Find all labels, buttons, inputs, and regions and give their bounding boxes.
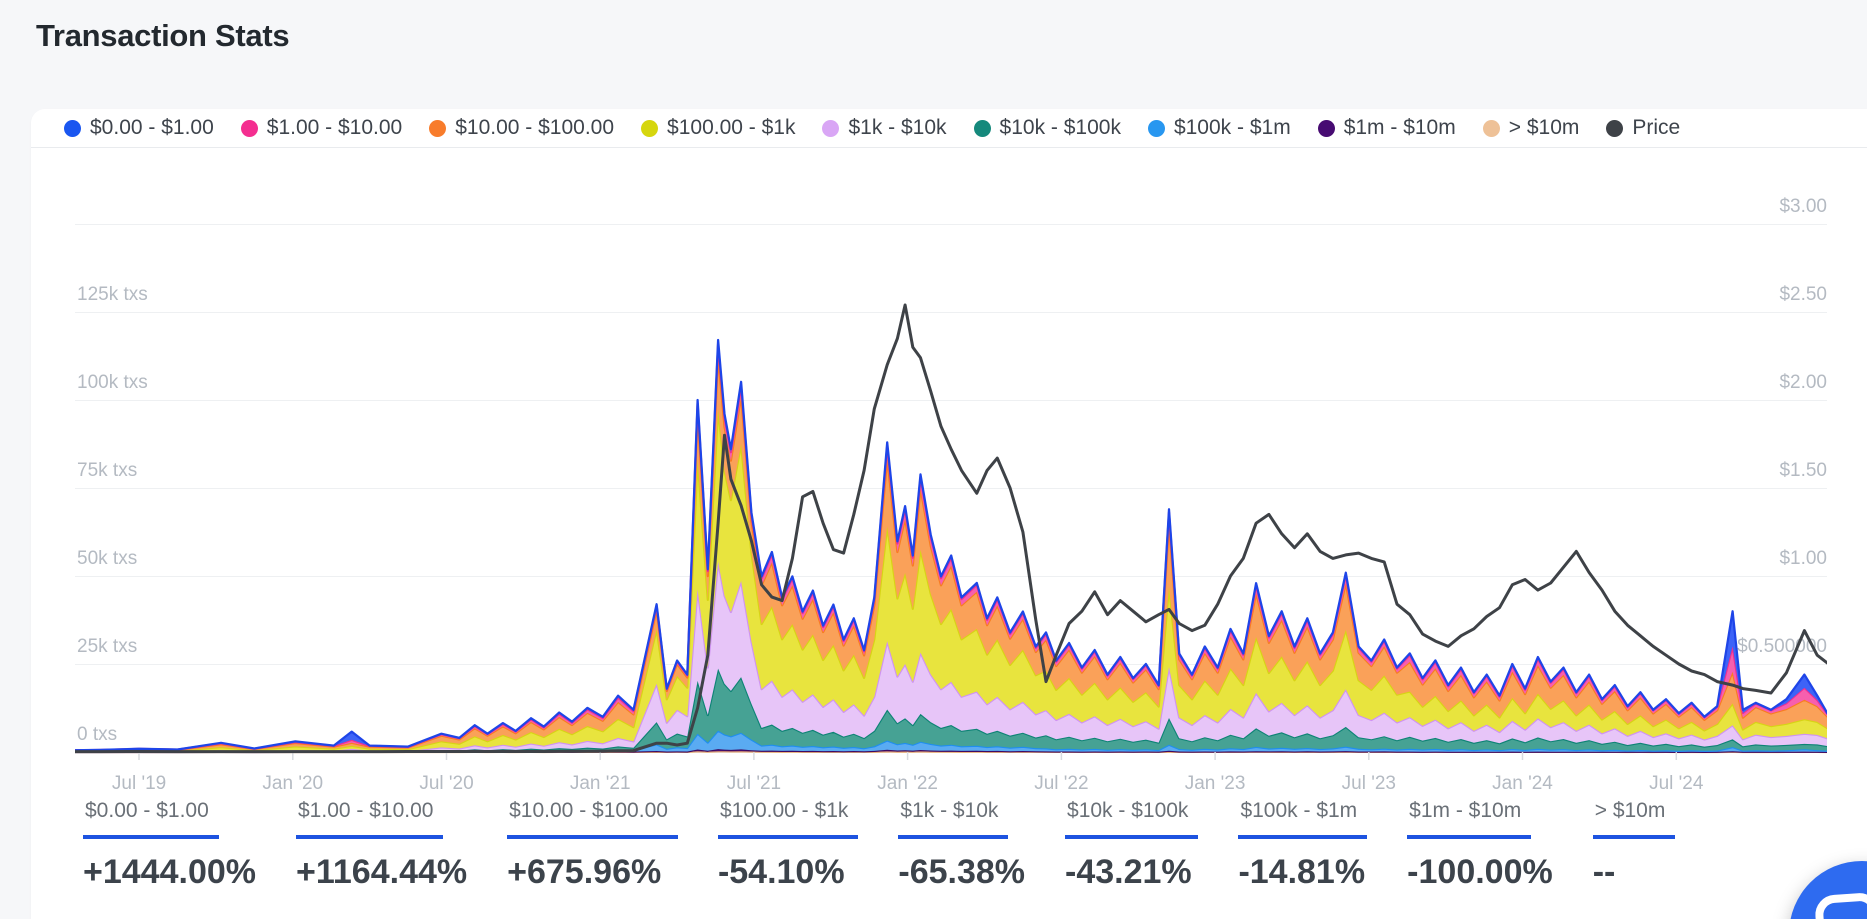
stat-value: +1164.44% <box>296 853 468 891</box>
legend-item-label: $1k - $10k <box>848 116 947 139</box>
x-axis-label: Jul '23 <box>1341 773 1396 794</box>
y-left-label: 100k txs <box>77 372 148 393</box>
legend-item-100-00-1k[interactable]: $100.00 - $1k <box>641 116 795 140</box>
legend-item-100k-1m[interactable]: $100k - $1m <box>1147 116 1291 140</box>
legend-item-1m-10m[interactable]: $1m - $10m <box>1317 116 1456 140</box>
area-edge-0-1 <box>75 338 1827 752</box>
x-axis-label: Jul '21 <box>726 773 782 794</box>
legend-item-label: $10.00 - $100.00 <box>455 116 615 139</box>
stat-1m-10m[interactable]: $1m - $10m -100.00% <box>1407 799 1553 892</box>
legend-dot-icon <box>1147 119 1165 137</box>
stat-1k-10k[interactable]: $1k - $10k -65.38% <box>898 799 1025 892</box>
stat-value: -65.38% <box>898 853 1026 891</box>
stat-10k-100k[interactable]: $10k - $100k -43.21% <box>1065 799 1199 892</box>
legend-dot-icon <box>641 119 659 137</box>
stat-label: $10.00 - $100.00 <box>507 799 678 839</box>
legend-item-label: $1.00 - $10.00 <box>266 116 403 139</box>
legend-item-1-00-10-00[interactable]: $1.00 - $10.00 <box>240 116 403 140</box>
legend-item-price[interactable]: Price <box>1606 116 1680 140</box>
x-axis-label: Jan '24 <box>1492 773 1553 794</box>
x-axis-label: Jul '24 <box>1649 773 1704 794</box>
stat-label: $100.00 - $1k <box>717 799 859 839</box>
y-left-label: 25k txs <box>77 636 138 657</box>
stat-100-00-1k[interactable]: $100.00 - $1k -54.10% <box>717 799 859 892</box>
stat-label: $1k - $10k <box>898 799 1009 839</box>
x-axis-label: Jul '22 <box>1034 773 1089 794</box>
legend-item-label: $0.00 - $1.00 <box>90 116 214 139</box>
y-right-label: $0.500000 <box>1737 636 1827 657</box>
chart-card: $0.00 - $1.00 $1.00 - $10.00 $10.00 - $100… <box>31 109 1867 919</box>
legend-dot-icon <box>240 119 258 137</box>
legend-dot-icon <box>1482 119 1500 137</box>
stat-1-00-10-00[interactable]: $1.00 - $10.00 +1164.44% <box>296 799 467 892</box>
legend-item-0-00-1-00[interactable]: $0.00 - $1.00 <box>64 116 214 140</box>
area-1k-10k <box>75 561 1827 752</box>
chart-legend: $0.00 - $1.00 $1.00 - $10.00 $10.00 - $100… <box>31 109 1867 147</box>
legend-dot-icon <box>1606 119 1624 137</box>
stacked-area-plot[interactable] <box>75 188 1827 768</box>
stat-value: -54.10% <box>717 853 845 891</box>
legend-item-10k-100k[interactable]: $10k - $100k <box>973 116 1121 140</box>
stat-100k-1m[interactable]: $100k - $1m -14.81% <box>1238 799 1368 892</box>
stat-10m[interactable]: > $10m -- <box>1592 799 1676 892</box>
gridline <box>75 488 1827 489</box>
y-right-label: $3.00 <box>1779 196 1827 217</box>
gridline <box>75 224 1827 225</box>
legend-dot-icon <box>822 119 840 137</box>
stat-label: $1m - $10m <box>1407 799 1532 839</box>
y-left-label: 0 txs <box>77 724 118 745</box>
x-axis-label: Jan '22 <box>877 773 938 794</box>
y-right-label: $1.00 <box>1779 548 1827 569</box>
stat-value: +675.96% <box>507 853 662 891</box>
stat-value: +1444.00% <box>83 853 256 891</box>
price-line <box>75 303 1827 754</box>
legend-item-label: $10k - $100k <box>999 116 1121 139</box>
legend-divider <box>31 147 1867 148</box>
legend-item-10-00-100-00[interactable]: $10.00 - $100.00 <box>429 116 614 140</box>
stat-label: $100k - $1m <box>1238 799 1368 839</box>
y-left-label: 50k txs <box>77 548 138 569</box>
stats-row: $0.00 - $1.00 +1444.00% $1.00 - $10.00 +116… <box>31 799 1867 892</box>
gridline <box>75 312 1827 313</box>
stat-label: $0.00 - $1.00 <box>83 799 219 839</box>
x-axis-label: Jul '19 <box>111 773 167 794</box>
stat-value: -14.81% <box>1238 853 1366 891</box>
stat-value: -- <box>1592 853 1616 891</box>
stat-label: > $10m <box>1592 799 1676 839</box>
legend-item-label: > $10m <box>1508 116 1580 139</box>
area-10k-100k <box>75 668 1827 752</box>
stat-value: -43.21% <box>1065 853 1192 891</box>
page-title: Transaction Stats <box>36 18 290 53</box>
area-100k-1m <box>75 730 1827 752</box>
stat-value: -100.00% <box>1407 853 1553 891</box>
y-left-label: 75k txs <box>77 460 138 481</box>
legend-item-label: $1m - $10m <box>1343 116 1456 139</box>
chart-area[interactable]: $3.00$2.50$2.00$1.50$1.00$0.500000$0.001… <box>31 147 1867 794</box>
x-axis-label: Jul '20 <box>419 773 474 794</box>
gridline <box>75 400 1827 401</box>
legend-dot-icon <box>429 119 447 137</box>
y-left-label: 125k txs <box>77 284 148 305</box>
legend-dot-icon <box>1317 119 1335 137</box>
legend-item-10m[interactable]: > $10m <box>1482 116 1580 140</box>
area-edge-100-1k <box>75 408 1827 753</box>
x-axis-label: Jan '20 <box>262 773 324 794</box>
stat-0-00-1-00[interactable]: $0.00 - $1.00 +1444.00% <box>83 799 256 892</box>
legend-item-label: Price <box>1632 116 1681 139</box>
legend-dot-icon <box>64 119 81 137</box>
stat-label: $10k - $100k <box>1065 799 1199 839</box>
legend-dot-icon <box>973 119 991 137</box>
y-right-label: $1.50 <box>1779 460 1827 481</box>
x-axis-label: Jan '23 <box>1184 773 1246 794</box>
chat-bubble-icon <box>1814 891 1867 919</box>
legend-item-label: $100.00 - $1k <box>667 116 796 139</box>
y-right-label: $2.00 <box>1779 372 1827 393</box>
stat-label: $1.00 - $10.00 <box>296 799 444 839</box>
x-axis-label: Jan '21 <box>569 773 631 794</box>
y-right-label: $2.50 <box>1779 284 1827 305</box>
legend-item-label: $100k - $1m <box>1173 116 1291 139</box>
legend-item-1k-10k[interactable]: $1k - $10k <box>822 116 947 140</box>
stat-10-00-100-00[interactable]: $10.00 - $100.00 +675.96% <box>507 799 678 892</box>
